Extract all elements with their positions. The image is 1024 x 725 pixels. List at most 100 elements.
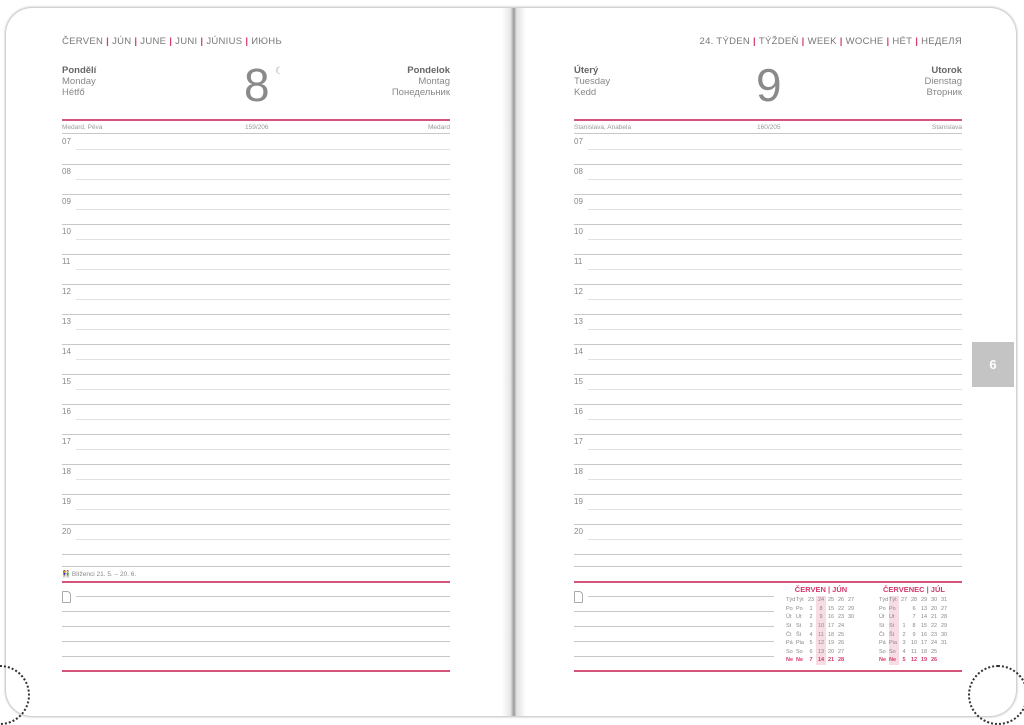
name-day: Stanislava, Anabela [574,124,632,131]
mini-calendar-july: ČERVENEC | JÚL Týd Týt 27 28 29 30 31 Po Po 6 13 20 2… [879,585,949,665]
name-day-sk: Medard [427,124,450,131]
calendar-row: Týd Týt 27 28 29 30 31 [879,596,949,605]
note-line [62,641,450,642]
calendar-cell: 20 [827,648,835,655]
hour-line [574,524,962,525]
calendar-cell [899,613,909,622]
calendar-cell: So [786,648,793,655]
calendar-cell: 17 [920,640,928,647]
separator: | [836,36,846,47]
hour-label: 20 [574,527,583,536]
calendar-cell: 17 [827,623,835,630]
hour-label: 19 [574,497,583,506]
calendar-row: Týd Týt 23 24 25 26 27 [786,596,856,605]
note-line [574,656,774,657]
calendar-cell: 2 [902,631,906,638]
note-line [62,626,450,627]
hour-label: 08 [62,167,71,176]
half-hour-line [588,389,962,390]
hour-label: 20 [62,527,71,536]
calendar-cell: 19 [827,640,835,647]
calendar-cell: St [796,623,802,630]
hour-label: 17 [574,437,583,446]
hour-label: 16 [62,407,71,416]
calendar-cell: 7 [809,657,813,664]
calendar-title: ČERVEN | JÚN [794,585,848,594]
header-word: JUNE [140,36,167,47]
calendar-cell: 13 [920,605,928,612]
calendar-cell: 23 [837,614,845,621]
calendar-cell: Týd [786,597,796,604]
hour-line [574,194,962,195]
name-day-sk: Stanislava [932,124,962,131]
hour-label: 13 [574,317,583,326]
hour-label: 15 [574,377,583,386]
month-header: ČERVEN | JÚN | JUNE | JUNI | JÚNIUS | ИЮ… [62,36,282,47]
calendar-row: Čt Št 4 11 18 25 [786,630,856,639]
calendar-cell: 14 [816,656,826,665]
calendar-cell: Po [786,605,793,612]
separator: | [103,36,113,47]
day-number: 9 [756,59,782,111]
calendar-cell [939,656,949,665]
calendar-cell: 22 [930,623,938,630]
separator: | [912,36,922,47]
half-hour-line [588,209,962,210]
half-hour-line [588,329,962,330]
hour-label: 11 [574,257,583,266]
hour-line [574,344,962,345]
calendar-cell: 27 [847,597,855,604]
separator: | [166,36,176,47]
note-icon [574,591,583,603]
calendar-cell: 15 [827,605,835,612]
header-word: JÚNIUS [206,36,243,47]
book-gutter [502,8,526,716]
accent-line [62,119,450,121]
separator: | [197,36,207,47]
hour-label: 09 [62,197,71,206]
half-hour-line [588,179,962,180]
hour-label: 14 [574,347,583,356]
calendar-cell: 2 [809,614,813,621]
hour-line [62,554,450,555]
calendar-cell: 8 [912,623,916,630]
hour-label: 09 [574,197,583,206]
calendar-row: Čt Št 2 9 16 23 30 [879,630,949,639]
calendar-cell: 27 [837,648,845,655]
day-name-en: Tuesday [574,76,611,87]
calendar-cell: So [889,647,899,657]
calendar-cell: 25 [930,648,938,655]
note-line [574,641,774,642]
calendar-cell: 31 [940,597,948,604]
calendar-cell: 28 [910,597,918,604]
calendar-cell: 1 [902,623,906,630]
header-word: ČERVEN [62,36,104,47]
note-line [62,656,450,657]
hour-label: 16 [574,407,583,416]
note-icon [62,591,71,603]
day-of-year: 160/205 [757,124,781,131]
half-hour-line [76,509,450,510]
separator: | [131,36,141,47]
half-hour-line [76,449,450,450]
calendar-cell: Št [796,631,802,638]
calendar-cell: Po [796,605,803,612]
calendar-cell: Ne [879,657,887,664]
calendar-cell [939,648,949,657]
calendar-cell: 11 [911,648,917,655]
calendar-row: Út Ut 7 14 21 28 [879,613,949,622]
calendar-cell: 21 [827,657,835,664]
day-name-hu: Hétfő [62,87,85,98]
calendar-cell: Út [786,614,792,621]
month-tab[interactable]: 6 [972,342,1014,387]
calendar-cell: Čt [879,631,885,638]
half-hour-line [588,419,962,420]
calendar-cell: 13 [816,647,826,657]
calendar-cell [846,648,856,657]
header-word: JUNI [175,36,198,47]
calendar-cell: 6 [912,605,916,612]
calendar-cell: Čt [786,631,792,638]
calendar-cell: 24 [837,623,845,630]
calendar-cell [899,605,909,614]
calendar-row: Po Po 6 13 20 27 [879,604,949,614]
